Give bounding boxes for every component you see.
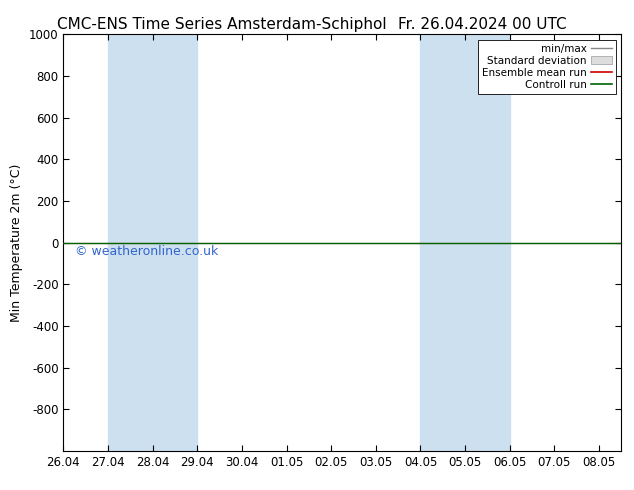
Text: Fr. 26.04.2024 00 UTC: Fr. 26.04.2024 00 UTC bbox=[398, 17, 566, 32]
Bar bbox=[420, 34, 510, 451]
Y-axis label: Min Temperature 2m (°C): Min Temperature 2m (°C) bbox=[10, 163, 23, 322]
Legend: min/max, Standard deviation, Ensemble mean run, Controll run: min/max, Standard deviation, Ensemble me… bbox=[478, 40, 616, 94]
Bar bbox=[108, 34, 197, 451]
Text: © weatheronline.co.uk: © weatheronline.co.uk bbox=[75, 245, 218, 258]
Text: CMC-ENS Time Series Amsterdam-Schiphol: CMC-ENS Time Series Amsterdam-Schiphol bbox=[57, 17, 387, 32]
